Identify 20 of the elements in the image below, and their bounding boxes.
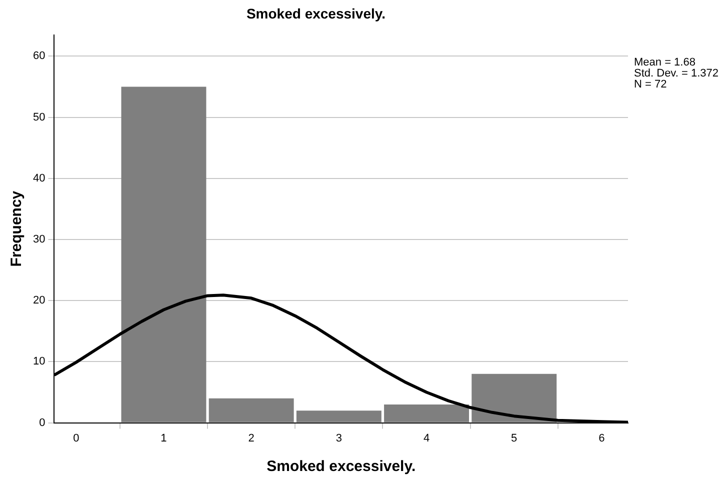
text: N = 72 xyxy=(634,78,667,90)
y-tick-label: 10 xyxy=(32,356,46,368)
chart-title: Smoked excessively. xyxy=(246,5,386,22)
x-tick-label: 4 xyxy=(423,432,430,444)
x-tick-label: 3 xyxy=(336,432,342,444)
y-tick-label: 50 xyxy=(32,111,46,124)
y-tick-label: 20 xyxy=(32,294,46,307)
x-tick-label: 6 xyxy=(598,432,605,444)
y-axis-title: Frequency xyxy=(8,190,26,267)
x-tick-label: 1 xyxy=(160,432,167,444)
x-tick-label: 2 xyxy=(248,432,254,444)
y-tick-label: 0 xyxy=(39,416,46,429)
y-tick-label: 30 xyxy=(32,234,46,246)
x-tick-label: 5 xyxy=(511,432,518,444)
text: Std. Dev. = 1.372 xyxy=(634,67,718,80)
y-tick-label: 60 xyxy=(32,50,46,62)
text: Mean = 1.68 xyxy=(634,56,696,68)
x-axis-title: Smoked excessively. xyxy=(266,458,416,476)
x-tick-label: 0 xyxy=(73,432,80,444)
y-tick-label: 40 xyxy=(32,172,46,184)
